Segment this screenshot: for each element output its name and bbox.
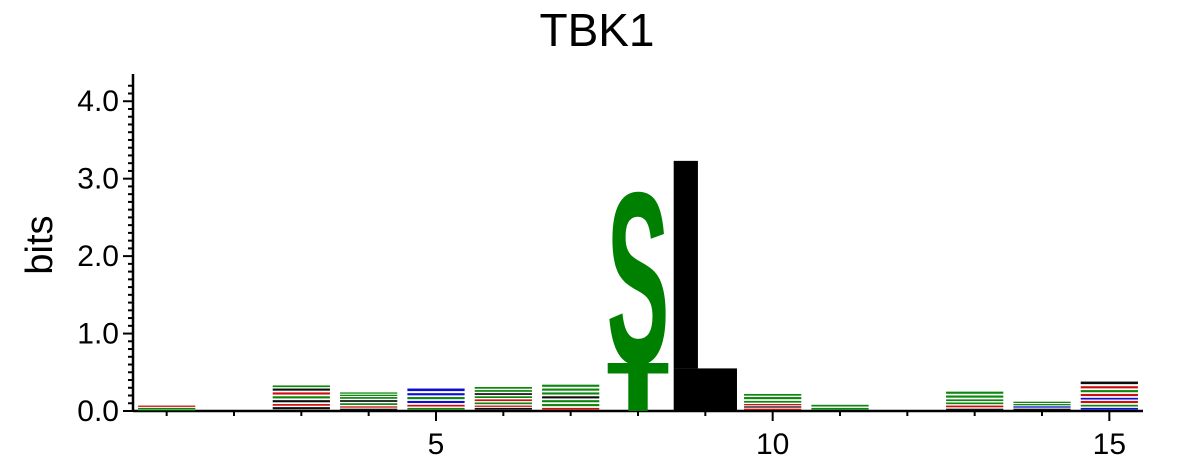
logo-small-glyph <box>542 404 600 407</box>
logo-small-glyph <box>340 397 398 399</box>
logo-small-glyph <box>407 404 465 407</box>
logo-small-glyph <box>340 403 398 405</box>
logo-small-glyph <box>1080 386 1138 389</box>
logo-small-glyph <box>811 404 869 407</box>
logo-small-glyph <box>542 407 600 410</box>
logo-small-glyph <box>542 392 600 395</box>
logo-small-glyph <box>407 397 465 400</box>
logo-small-glyph <box>272 400 330 403</box>
y-tick-label: 2.0 <box>77 240 119 273</box>
x-tick-label: 10 <box>756 428 789 461</box>
logo-small-glyph <box>946 391 1004 394</box>
logo-small-glyph <box>407 407 465 410</box>
logo-small-glyph <box>744 400 802 403</box>
logo-small-glyph <box>542 384 600 387</box>
logo-small-glyph <box>946 402 1004 405</box>
logo-small-glyph <box>340 394 398 397</box>
y-axis-label: bits <box>19 215 61 274</box>
x-axis: 5 10 15 <box>133 409 1143 461</box>
logo-small-glyph <box>272 407 330 410</box>
logo-small-glyph <box>407 400 465 404</box>
logo-small-glyph <box>744 393 802 396</box>
logo-letter-s: S <box>607 142 670 415</box>
logo-small-glyph <box>474 396 532 398</box>
y-tick-label: 1.0 <box>77 318 119 351</box>
logo-small-glyph <box>946 405 1004 408</box>
logo-small-glyph <box>474 407 532 410</box>
logo-small-glyph <box>340 406 398 408</box>
logo-small-glyph <box>542 388 600 391</box>
logo-small-glyph <box>1080 407 1138 410</box>
y-tick-label: 0.0 <box>77 395 119 428</box>
logo-small-glyph <box>474 402 532 405</box>
logo-small-glyph <box>1080 404 1138 407</box>
logo-small-glyph <box>272 396 330 399</box>
logo-small-glyph <box>474 386 532 389</box>
x-tick-label: 15 <box>1093 428 1126 461</box>
logo-small-glyph <box>811 407 869 410</box>
logo-small-glyph <box>272 388 330 391</box>
y-axis: 0.0 1.0 2.0 3.0 4.0 <box>77 74 135 428</box>
logo-small-glyph <box>407 388 465 392</box>
logo-small-glyph <box>272 385 330 388</box>
x-tick-label: 5 <box>428 428 445 461</box>
logo-small-glyph <box>1013 408 1071 410</box>
logo-small-glyph <box>744 397 802 400</box>
logo-letter-l-base <box>673 368 737 411</box>
logo-small-glyph <box>474 390 532 392</box>
logo-small-glyph <box>1080 397 1138 400</box>
logo-small-glyph <box>1013 404 1071 406</box>
logo-small-glyph <box>272 404 330 406</box>
logo-small-glyph <box>744 406 802 408</box>
logo-glyphs: S <box>138 142 1138 416</box>
logo-small-glyph <box>1080 400 1138 404</box>
logo-small-glyph <box>946 395 1004 398</box>
logo-small-glyph <box>138 407 196 410</box>
logo-small-glyph <box>340 408 398 410</box>
logo-small-glyph <box>407 393 465 396</box>
logo-small-glyph <box>1080 381 1138 385</box>
y-tick-label: 4.0 <box>77 85 119 118</box>
logo-small-glyph <box>1080 393 1138 397</box>
logo-small-glyph <box>474 393 532 395</box>
logo-letter-l <box>673 160 698 369</box>
logo-small-glyph <box>138 405 196 407</box>
logo-small-glyph <box>744 404 802 406</box>
logo-small-glyph <box>272 392 330 395</box>
logo-small-glyph <box>474 399 532 402</box>
y-tick-label: 3.0 <box>77 163 119 196</box>
logo-small-glyph <box>1013 406 1071 408</box>
logo-small-glyph <box>946 408 1004 410</box>
logo-small-glyph <box>474 405 532 407</box>
logo-small-glyph <box>542 396 600 399</box>
logo-small-glyph <box>1013 401 1071 403</box>
logo-small-glyph <box>340 392 398 394</box>
logo-small-glyph <box>1080 390 1138 393</box>
logo-letter-t <box>607 362 669 411</box>
logo-small-glyph <box>744 408 802 410</box>
logo-small-glyph <box>946 399 1004 402</box>
logo-small-glyph <box>340 400 398 402</box>
logo-small-glyph <box>138 409 196 411</box>
logo-small-glyph <box>542 400 600 403</box>
chart-title: TBK1 <box>539 4 654 56</box>
